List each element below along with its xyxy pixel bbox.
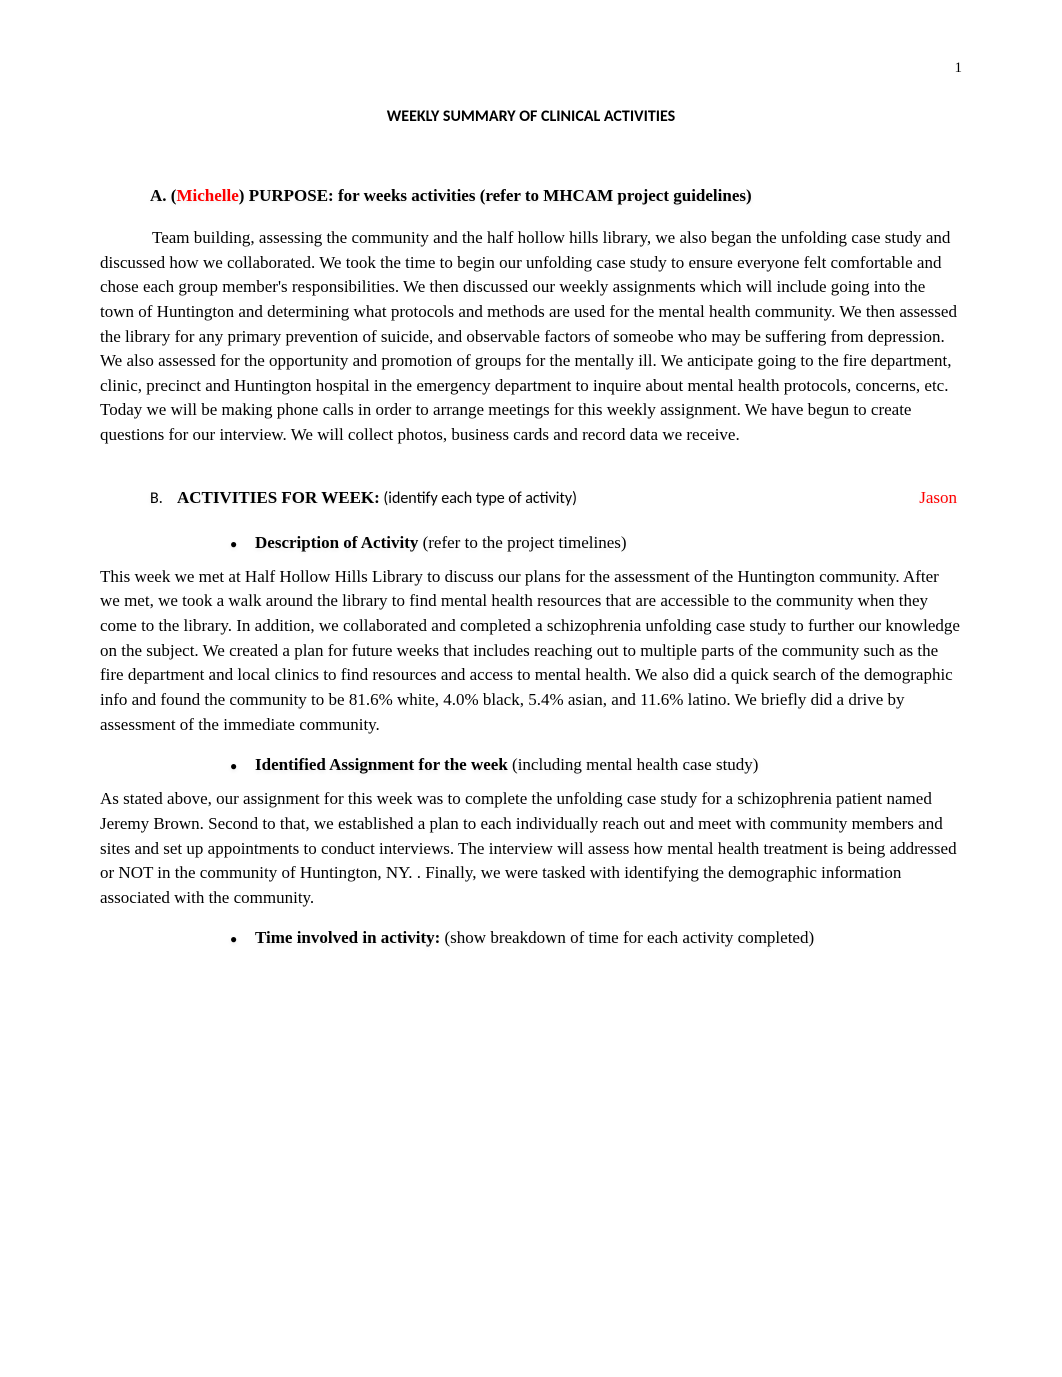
bullet-assignment: Identified Assignment for the week (incl… (230, 755, 962, 775)
page-number: 1 (100, 60, 962, 77)
bullet-0-body: This week we met at Half Hollow Hills Li… (100, 565, 962, 737)
section-a-label: PURPOSE: for weeks activities (refer to … (244, 186, 751, 205)
section-a-body: Team building, assessing the community a… (100, 226, 962, 448)
section-a-heading: A. (Michelle) PURPOSE: for weeks activit… (150, 186, 962, 206)
section-b-label-paren: (identify each type of activity) (380, 489, 577, 508)
bullet-2-bold: Time involved in activity: (255, 928, 440, 947)
section-b-label-bold: ACTIVITIES FOR WEEK: (177, 488, 380, 507)
bullet-1-bold: Identified Assignment for the week (255, 755, 508, 774)
document-title: WEEKLY SUMMARY OF CLINICAL ACTIVITIES (100, 107, 962, 126)
bullet-2-rest: (show breakdown of time for each activit… (440, 928, 814, 947)
section-b-heading: B. ACTIVITIES FOR WEEK: (identify each t… (150, 488, 962, 508)
bullet-description: Description of Activity (refer to the pr… (230, 533, 962, 553)
author-name-b: Jason (919, 488, 957, 508)
bullet-1-rest: (including mental health case study) (508, 755, 759, 774)
bullet-1-body: As stated above, our assignment for this… (100, 787, 962, 910)
bullet-0-bold: Description of Activity (255, 533, 418, 552)
section-a-marker: A. (150, 186, 167, 205)
bullet-0-rest: (refer to the project timelines) (418, 533, 626, 552)
author-name-a: Michelle (176, 186, 238, 205)
bullet-time: Time involved in activity: (show breakdo… (230, 928, 962, 948)
section-b-marker: B. (150, 489, 163, 508)
